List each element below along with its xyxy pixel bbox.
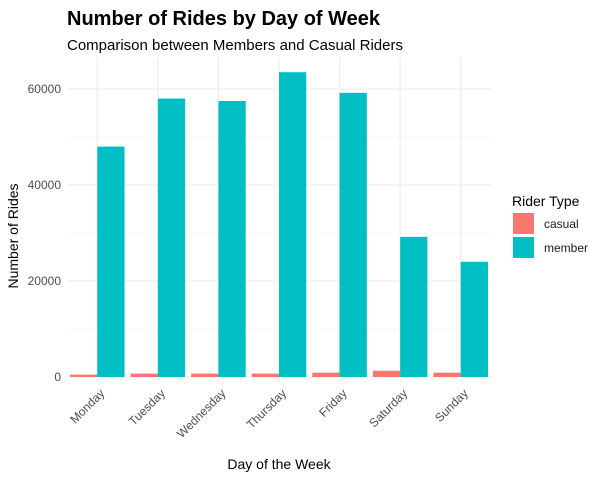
bar-member-tuesday	[157, 98, 186, 377]
bar-member-wednesday	[218, 101, 246, 377]
bar-member-friday	[339, 92, 367, 377]
bar-casual-thursday	[251, 373, 279, 377]
bar-member-thursday	[279, 72, 307, 377]
chart-title: Number of Rides by Day of Week	[67, 8, 381, 30]
bar-casual-wednesday	[191, 373, 219, 377]
x-tick-label: Monday	[67, 386, 107, 426]
bar-casual-monday	[70, 374, 98, 377]
y-tick-label: 40000	[28, 178, 62, 192]
legend-title: Rider Type	[512, 193, 580, 209]
bars	[70, 72, 488, 377]
bar-casual-friday	[312, 372, 340, 377]
legend-swatch-casual	[513, 213, 534, 234]
x-tick-label: Tuesday	[126, 386, 168, 428]
bar-casual-tuesday	[130, 373, 158, 377]
legend-label-casual: casual	[544, 217, 579, 231]
legend-label-member: member	[544, 241, 588, 255]
x-tick-label: Thursday	[244, 386, 289, 431]
y-tick-label: 60000	[28, 82, 62, 96]
x-tick-label: Friday	[316, 386, 349, 419]
x-axis-title: Day of the Week	[227, 456, 331, 472]
x-tick-label: Sunday	[432, 386, 471, 425]
legend-swatch-member	[513, 237, 534, 258]
y-tick-label: 0	[54, 370, 61, 384]
y-axis-ticks: 0 20000 40000 60000	[28, 82, 62, 384]
bar-casual-sunday	[433, 372, 461, 377]
x-tick-label: Saturday	[366, 386, 410, 430]
x-axis-ticks: Monday Tuesday Wednesday Thursday Friday Satu…	[67, 386, 471, 441]
bar-casual-saturday	[372, 370, 401, 377]
bar-member-sunday	[460, 261, 488, 377]
x-tick-label: Wednesday	[174, 386, 229, 441]
legend: Rider Type casual member	[512, 193, 588, 258]
bar-member-monday	[97, 146, 125, 377]
bar-member-saturday	[400, 236, 428, 377]
chart-subtitle: Comparison between Members and Casual Ri…	[67, 37, 403, 54]
y-axis-title: Number of Rides	[5, 183, 21, 288]
y-tick-label: 20000	[28, 274, 62, 288]
